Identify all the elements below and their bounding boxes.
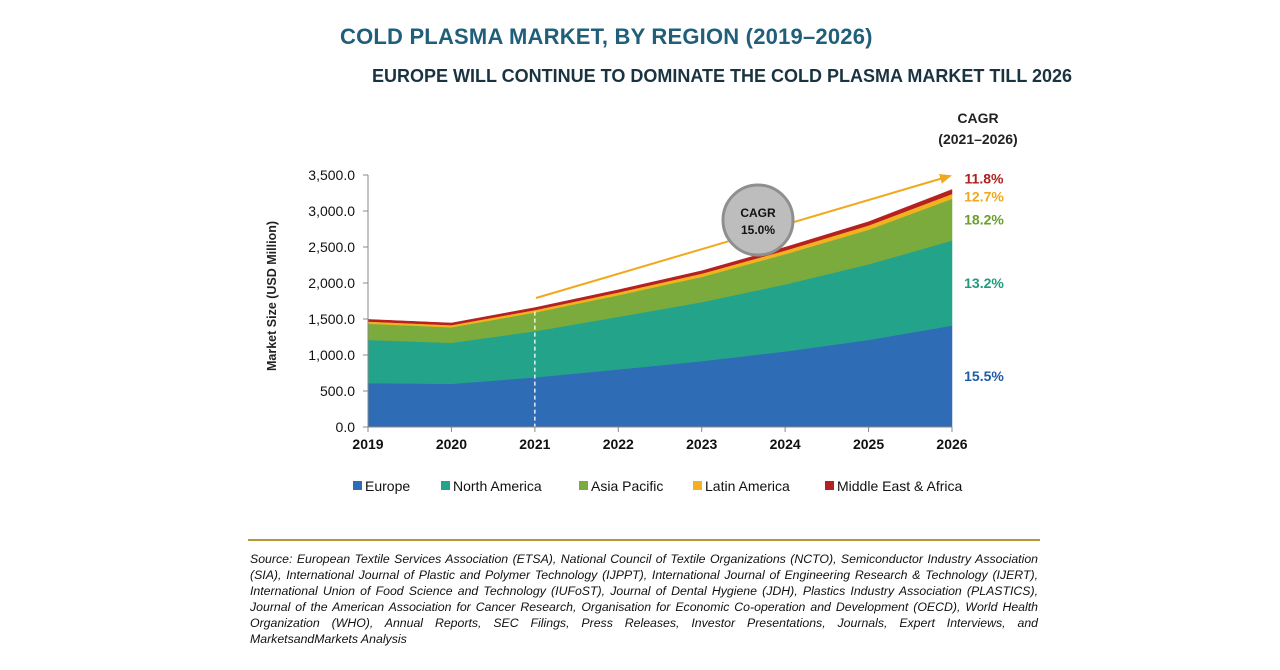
legend-item: North America — [441, 478, 542, 494]
legend-item: Latin America — [693, 478, 790, 494]
y-tick-label: 1,000.0 — [308, 347, 355, 363]
x-tick-label: 2026 — [936, 436, 967, 452]
y-tick-label: 3,500.0 — [308, 167, 355, 183]
cagr-label: 12.7% — [964, 188, 1004, 204]
source-divider — [248, 539, 1040, 541]
chart-subtitle: EUROPE WILL CONTINUE TO DOMINATE THE COL… — [372, 66, 1073, 86]
y-tick-label: 3,000.0 — [308, 203, 355, 219]
cagr-label: 13.2% — [964, 275, 1004, 291]
x-tick-label: 2019 — [352, 436, 383, 452]
legend-label: Middle East & Africa — [837, 478, 962, 494]
cagr-header: CAGR (2021–2026) — [926, 108, 1030, 150]
x-tick-label: 2023 — [686, 436, 717, 452]
legend-item: Europe — [353, 478, 410, 494]
y-tick-label: 2,000.0 — [308, 275, 355, 291]
y-axis-label: Market Size (USD Million) — [265, 221, 279, 371]
cagr-label: 15.5% — [964, 368, 1004, 384]
legend-swatch — [579, 481, 588, 490]
legend-item: Middle East & Africa — [825, 478, 962, 494]
cagr-bubble-label: CAGR — [740, 206, 776, 220]
x-tick-label: 2020 — [436, 436, 467, 452]
y-tick-label: 2,500.0 — [308, 239, 355, 255]
legend-swatch — [441, 481, 450, 490]
legend-label: Europe — [365, 478, 410, 494]
y-tick-label: 0.0 — [336, 419, 356, 435]
legend-label: Asia Pacific — [591, 478, 663, 494]
legend-label: Latin America — [705, 478, 790, 494]
x-tick-label: 2025 — [853, 436, 884, 452]
x-tick-label: 2022 — [603, 436, 634, 452]
cagr-bubble-value: 15.0% — [741, 223, 775, 237]
x-tick-label: 2021 — [519, 436, 550, 452]
legend-item: Asia Pacific — [579, 478, 663, 494]
cagr-bubble: CAGR 15.0% — [721, 183, 795, 257]
chart-title: COLD PLASMA MARKET, BY REGION (2019–2026… — [340, 24, 873, 49]
source-note: Source: European Textile Services Associ… — [250, 552, 1038, 646]
cagr-header-line1: CAGR — [957, 110, 999, 126]
y-tick-label: 500.0 — [320, 383, 355, 399]
x-tick-label: 2024 — [770, 436, 801, 452]
cagr-header-line2: (2021–2026) — [938, 131, 1018, 147]
cagr-label: 18.2% — [964, 212, 1004, 228]
y-tick-label: 1,500.0 — [308, 311, 355, 327]
area-chart: 2019 2020 2021 2022 2023 2024 2025 2026 0.0 500.… — [265, 167, 1004, 494]
legend-swatch — [353, 481, 362, 490]
cagr-label: 11.8% — [965, 170, 1004, 186]
legend-swatch — [825, 481, 834, 490]
legend-label: North America — [453, 478, 542, 494]
area-middle-east-africa — [367, 189, 953, 326]
legend-swatch — [693, 481, 702, 490]
